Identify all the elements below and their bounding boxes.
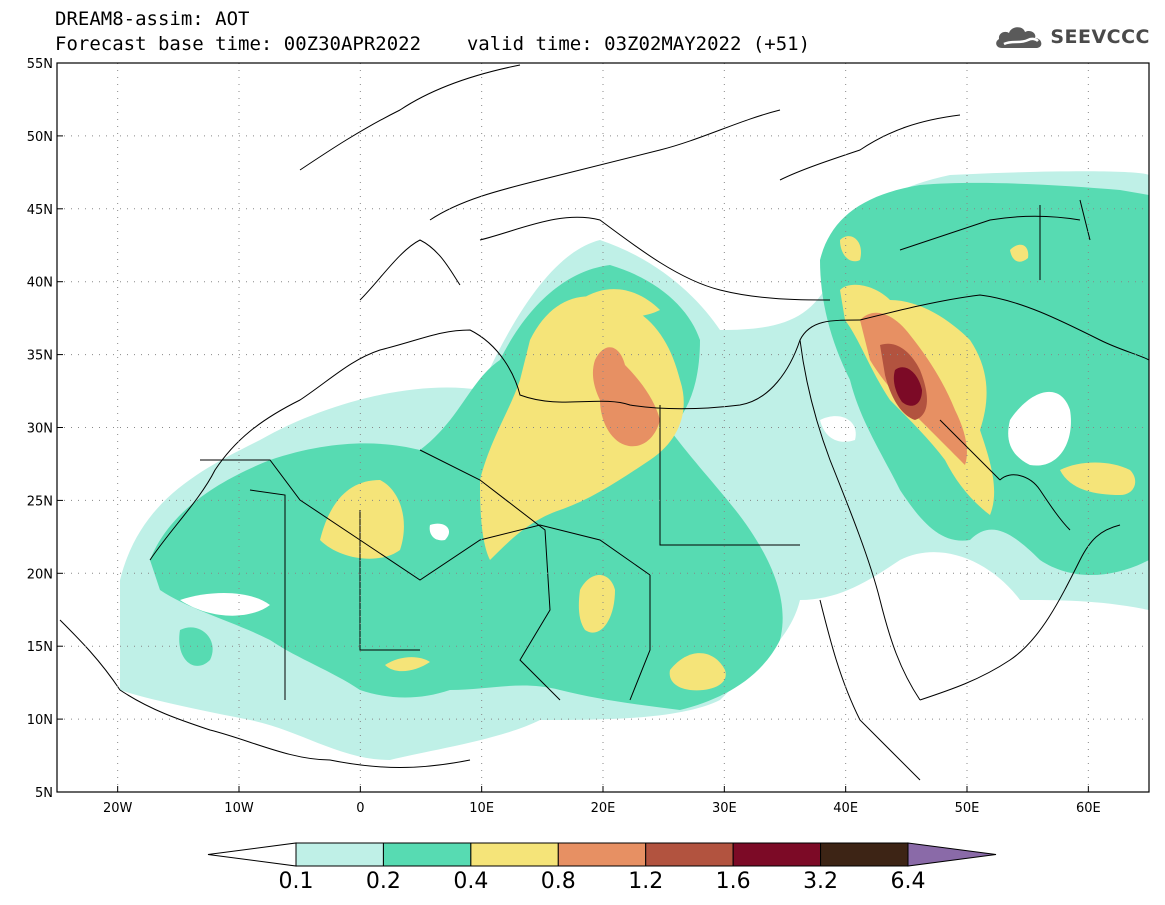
colorbar-segment: [557, 842, 647, 867]
cloud-icon: [996, 27, 1042, 48]
lat-tick-label: 45N: [27, 203, 53, 218]
aot-shading: [120, 171, 1149, 760]
seevccc-logo: SEEVCCC: [994, 22, 1150, 52]
logo-text: SEEVCCC: [1050, 26, 1150, 48]
lon-tick-label: 50E: [955, 801, 980, 816]
aot-colorbar: 0.1 0.2 0.4 0.8 1.2 1.6 3.2 6.4: [207, 842, 997, 894]
base-time-value: 00Z30APR2022: [283, 33, 422, 55]
lon-tick-label: 20W: [103, 801, 133, 816]
lat-tick-label: 35N: [27, 349, 53, 364]
colorbar-label: 0.8: [541, 869, 576, 894]
colorbar-label: 0.4: [453, 869, 488, 894]
longitude-tick-labels: 20W 10W 0 10E 20E 30E 40E 50E 60E: [103, 786, 1101, 816]
lon-tick-label: 60E: [1076, 801, 1101, 816]
lat-tick-label: 50N: [27, 130, 53, 145]
lat-tick-label: 30N: [27, 422, 53, 437]
lat-tick-label: 20N: [27, 567, 53, 582]
colorbar-label: 3.2: [803, 869, 838, 894]
lat-tick-label: 5N: [35, 786, 53, 801]
forecast-times: Forecast base time: 00Z30APR2022 valid t…: [55, 33, 810, 55]
lat-tick-label: 40N: [27, 276, 53, 291]
latitude-tick-labels: 55N 50N 45N 40N 35N 30N 25N 20N 15N 10N 5N: [27, 57, 63, 801]
lat-tick-label: 55N: [27, 57, 53, 72]
colorbar-label: 0.1: [279, 869, 314, 894]
aot-low-holes: [180, 391, 1071, 616]
colorbar-label: 1.6: [716, 869, 751, 894]
lon-tick-label: 40E: [833, 801, 858, 816]
valid-time-value: 03Z02MAY2022 (+51): [604, 33, 811, 55]
colorbar-under-triangle: [207, 842, 297, 867]
colorbar-segment: [645, 842, 734, 867]
colorbar-label: 6.4: [891, 869, 926, 894]
colorbar-label: 0.2: [366, 869, 401, 894]
lon-tick-label: 0: [356, 801, 364, 816]
colorbar-segment: [470, 842, 559, 867]
aot-level-1.6: [893, 367, 922, 406]
lon-tick-label: 20E: [591, 801, 616, 816]
lat-tick-label: 15N: [27, 640, 53, 655]
colorbar-over-triangle: [907, 842, 997, 867]
valid-time-label: valid time:: [466, 33, 593, 55]
map-gridlines: [57, 63, 1149, 792]
map-title: DREAM8-assim: AOT: [55, 8, 250, 30]
lat-tick-label: 10N: [27, 713, 53, 728]
colorbar-label: 1.2: [628, 869, 663, 894]
lon-tick-label: 30E: [712, 801, 737, 816]
colorbar-segment: [295, 842, 384, 867]
base-time-label: Forecast base time:: [55, 33, 273, 55]
colorbar-segment: [732, 842, 822, 867]
colorbar-segment: [820, 842, 909, 867]
lat-tick-label: 25N: [27, 494, 53, 509]
colorbar-segment: [382, 842, 472, 867]
lon-tick-label: 10W: [224, 801, 254, 816]
coastlines-and-borders: [59, 64, 1149, 781]
lon-tick-label: 10E: [469, 801, 494, 816]
